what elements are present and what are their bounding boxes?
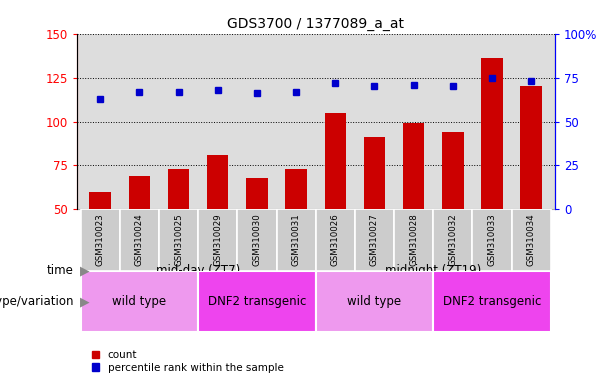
Text: ▶: ▶ [80, 264, 89, 277]
Text: GSM310025: GSM310025 [174, 214, 183, 266]
Bar [285, 169, 307, 209]
Bar [442, 132, 463, 209]
Bar [120, 209, 159, 271]
Bar [316, 271, 433, 332]
Bar [364, 137, 385, 209]
Text: ▶: ▶ [80, 295, 89, 308]
Bar [481, 58, 503, 209]
Text: wild type: wild type [112, 295, 166, 308]
Bar [403, 123, 424, 209]
Bar [433, 209, 473, 271]
Bar [433, 271, 551, 332]
Legend: count, percentile rank within the sample: count, percentile rank within the sample [88, 346, 287, 377]
Bar [394, 209, 433, 271]
Title: GDS3700 / 1377089_a_at: GDS3700 / 1377089_a_at [227, 17, 404, 31]
Bar [80, 271, 198, 332]
Bar [276, 209, 316, 271]
Text: wild type: wild type [348, 295, 402, 308]
Bar [246, 178, 268, 209]
Bar [316, 209, 355, 271]
Text: GSM310027: GSM310027 [370, 214, 379, 266]
Bar [89, 192, 111, 209]
Text: GSM310024: GSM310024 [135, 214, 144, 266]
Text: GSM310032: GSM310032 [448, 214, 457, 266]
Text: DNF2 transgenic: DNF2 transgenic [443, 295, 541, 308]
Bar [520, 86, 542, 209]
Bar [355, 209, 394, 271]
Bar [168, 169, 189, 209]
Text: GSM310028: GSM310028 [409, 214, 418, 266]
Bar [159, 209, 198, 271]
Bar [207, 155, 229, 209]
Text: midnight (ZT19): midnight (ZT19) [385, 264, 481, 277]
Text: GSM310030: GSM310030 [253, 214, 261, 266]
Bar [473, 209, 512, 271]
Bar [198, 209, 237, 271]
Text: GSM310023: GSM310023 [96, 214, 105, 266]
Text: GSM310029: GSM310029 [213, 214, 223, 266]
Text: GSM310033: GSM310033 [487, 214, 497, 266]
Text: GSM310031: GSM310031 [292, 214, 300, 266]
Bar [237, 209, 276, 271]
Text: GSM310034: GSM310034 [527, 214, 536, 266]
Text: GSM310026: GSM310026 [331, 214, 340, 266]
Bar [324, 113, 346, 209]
Text: time: time [47, 264, 74, 277]
Text: genotype/variation: genotype/variation [0, 295, 74, 308]
Bar [129, 176, 150, 209]
Bar [80, 209, 120, 271]
Text: DNF2 transgenic: DNF2 transgenic [208, 295, 306, 308]
Bar [512, 209, 551, 271]
Bar [198, 271, 316, 332]
Text: mid-day (ZT7): mid-day (ZT7) [156, 264, 240, 277]
